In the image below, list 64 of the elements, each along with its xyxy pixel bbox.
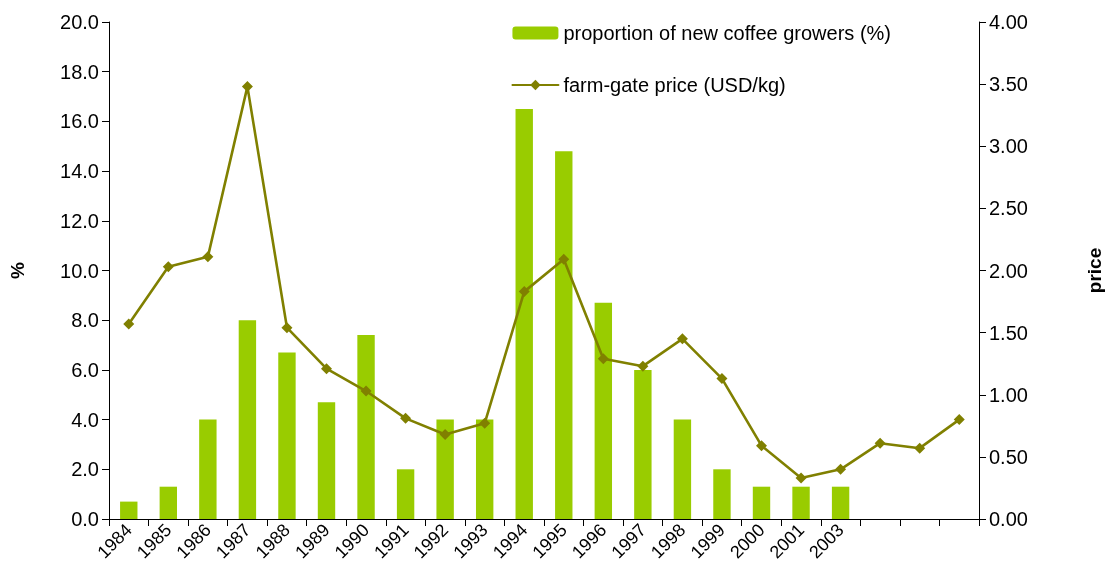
bar — [357, 335, 375, 519]
y-tick-label: 10.0 — [60, 259, 99, 282]
y2-tick-label: 3.00 — [989, 135, 1028, 158]
point — [439, 429, 451, 441]
y2-tick-label: 0.00 — [989, 508, 1028, 530]
point — [162, 261, 174, 273]
point — [202, 251, 214, 263]
y2-axis-title: price — [1084, 247, 1105, 294]
y-tick-label: 16.0 — [60, 110, 99, 133]
y-tick-label: 0.0 — [71, 508, 99, 530]
bar — [120, 501, 138, 519]
y-tick-label: 2.0 — [71, 458, 99, 481]
point — [756, 440, 767, 452]
y-tick-label: 14.0 — [60, 160, 99, 183]
bar — [159, 486, 178, 519]
bar — [555, 151, 573, 519]
y-tick-label: 8.0 — [71, 309, 99, 332]
y2-tick-label: 2.50 — [989, 197, 1028, 220]
bar — [792, 486, 810, 519]
y2-tick-label: 4.00 — [989, 11, 1028, 33]
bar — [594, 302, 613, 519]
bar — [475, 419, 494, 519]
point — [795, 472, 807, 484]
point — [914, 442, 926, 454]
bar — [515, 108, 533, 519]
point — [558, 253, 570, 265]
y-tick-label: 12.0 — [60, 209, 99, 232]
y-tick-label: 18.0 — [60, 60, 99, 83]
bar — [634, 369, 652, 519]
bar — [436, 419, 454, 519]
y-tick-label: 20.0 — [60, 11, 99, 33]
point — [400, 412, 412, 424]
legend-label: farm-gate price (USD/kg) — [563, 74, 786, 96]
bar — [238, 320, 257, 519]
y-tick-label: 4.0 — [71, 408, 99, 431]
y2-tick-label: 0.50 — [989, 445, 1028, 468]
point — [281, 322, 293, 334]
y2-tick-label: 1.00 — [989, 383, 1028, 406]
point — [637, 360, 649, 372]
bar — [199, 419, 217, 519]
y2-tick-label: 3.50 — [989, 73, 1028, 96]
y2-tick-label: 2.00 — [989, 259, 1028, 282]
point — [716, 373, 728, 385]
point — [479, 417, 491, 429]
bar — [278, 352, 296, 519]
bar — [673, 419, 692, 519]
point — [953, 414, 965, 426]
point — [597, 353, 609, 365]
bar — [317, 402, 336, 519]
y-axis-title: % — [7, 261, 28, 279]
point — [321, 363, 332, 375]
legend-label: proportion of new coffee growers (%) — [563, 22, 892, 44]
point — [123, 318, 135, 330]
bar — [831, 486, 850, 519]
y-tick-label: 6.0 — [71, 358, 99, 381]
point — [518, 286, 530, 298]
bar — [713, 469, 731, 519]
bar — [752, 486, 771, 519]
bar — [396, 469, 415, 519]
point — [874, 437, 886, 449]
point — [360, 385, 372, 397]
point — [676, 333, 688, 345]
point — [835, 463, 847, 475]
y2-tick-label: 1.50 — [989, 321, 1028, 344]
